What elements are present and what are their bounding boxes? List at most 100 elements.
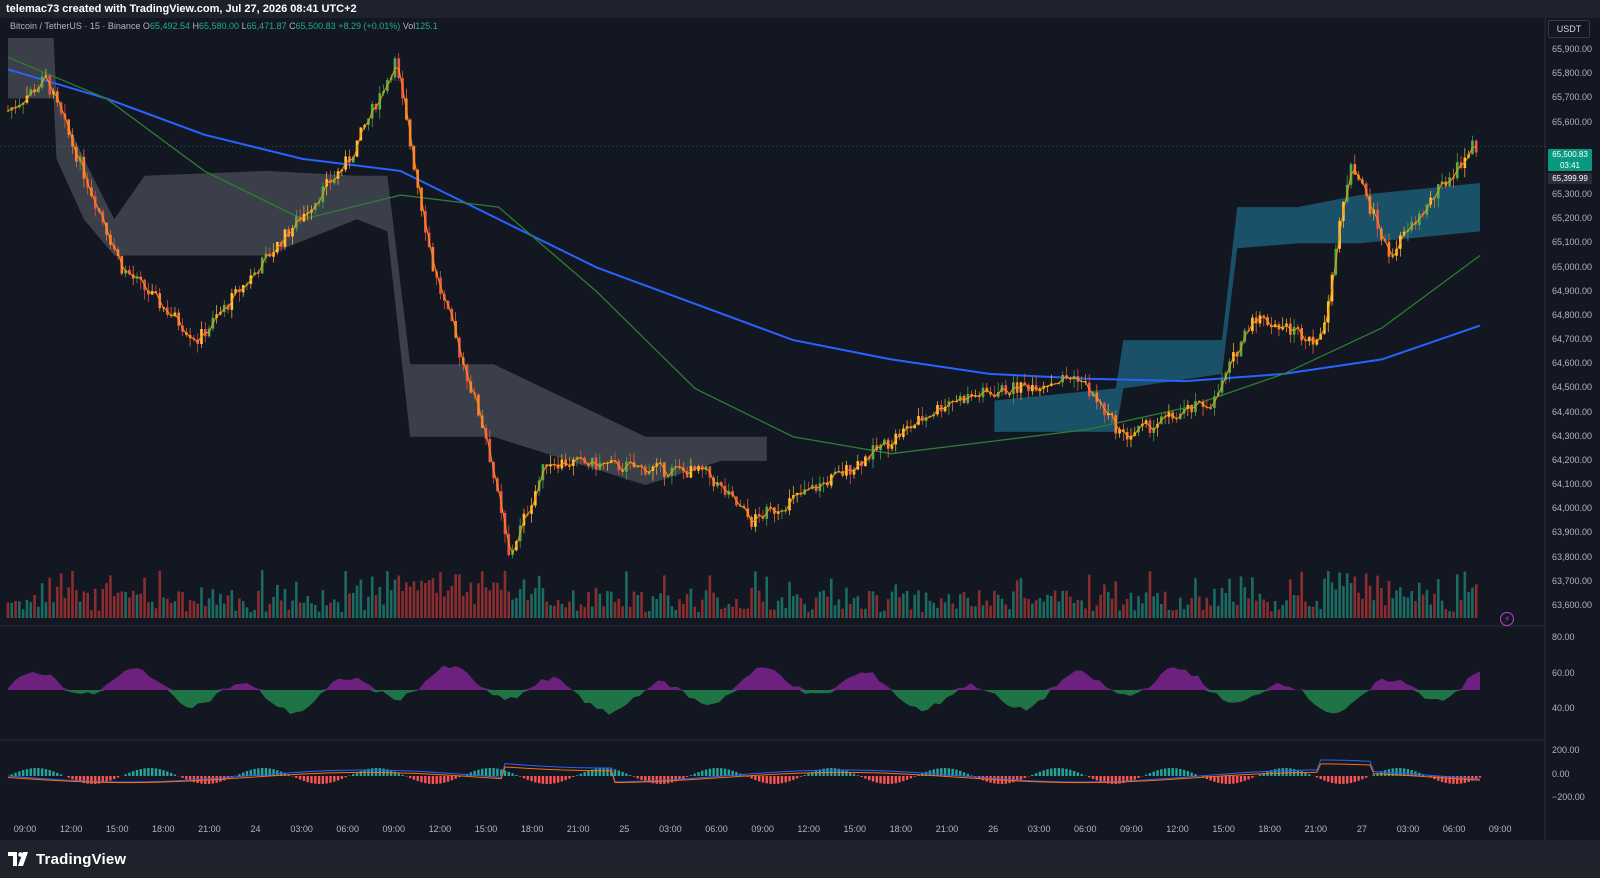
volume-bar xyxy=(1345,573,1349,618)
macd-histogram-bar xyxy=(1281,768,1284,776)
macd-histogram-bar xyxy=(701,770,704,776)
volume-bar xyxy=(1361,598,1364,618)
volume-bar xyxy=(875,595,879,618)
macd-histogram-bar xyxy=(1304,772,1307,776)
alert-icon[interactable]: ⚡ xyxy=(1500,612,1514,626)
volume-bar xyxy=(723,607,727,618)
macd-histogram-bar xyxy=(678,776,681,781)
price-axis-label: 65,300.00 xyxy=(1552,189,1593,200)
macd-histogram-bar xyxy=(408,776,412,779)
macd-histogram-bar xyxy=(1247,776,1250,780)
volume-bar xyxy=(1027,598,1030,618)
volume-bar xyxy=(1474,584,1478,618)
macd-histogram-bar xyxy=(636,776,639,779)
volume-bar xyxy=(74,590,78,618)
macd-histogram-bar xyxy=(549,776,552,784)
volume-bar xyxy=(1251,577,1254,618)
volume-bar xyxy=(712,592,715,618)
macd-histogram-bar xyxy=(632,776,636,777)
volume-bar xyxy=(974,606,977,618)
macd-histogram-bar xyxy=(1133,776,1136,780)
volume-bar xyxy=(264,611,268,618)
macd-histogram-bar xyxy=(1224,776,1228,784)
macd-histogram-bar xyxy=(181,776,184,778)
chart-area[interactable] xyxy=(0,18,1600,840)
chart-canvas[interactable] xyxy=(0,18,1600,840)
rsi-oversold-fill xyxy=(8,690,1480,715)
volume-bar xyxy=(1186,604,1190,618)
macd-histogram-bar xyxy=(21,770,25,776)
macd-histogram-bar xyxy=(67,776,70,778)
volume-bar xyxy=(602,606,605,618)
volume-bar xyxy=(867,590,871,618)
macd-histogram-bar xyxy=(1213,776,1216,782)
macd-histogram-bar xyxy=(1088,776,1091,778)
legend-low-label: L xyxy=(241,21,247,31)
macd-histogram-bar xyxy=(1095,776,1099,781)
macd-histogram-bar xyxy=(238,774,241,776)
volume-bar xyxy=(29,602,33,618)
volume-bar xyxy=(382,604,385,618)
macd-histogram-bar xyxy=(613,769,617,776)
macd-histogram-bar xyxy=(792,776,795,780)
volume-bar xyxy=(1201,609,1205,618)
volume-bar xyxy=(1440,600,1444,618)
macd-histogram-bar xyxy=(44,769,48,776)
macd-histogram-bar xyxy=(943,768,947,776)
macd-histogram-bar xyxy=(966,773,970,776)
macd-histogram-bar xyxy=(617,770,621,776)
macd-histogram-bar xyxy=(192,776,196,783)
macd-histogram-bar xyxy=(765,776,768,784)
volume-bar xyxy=(1307,606,1311,618)
macd-histogram-bar xyxy=(1235,776,1239,784)
volume-bar xyxy=(344,571,347,618)
legend-high-label: H xyxy=(192,21,200,31)
volume-bar xyxy=(640,592,643,618)
volume-bar xyxy=(765,576,769,618)
macd-histogram-bar xyxy=(135,769,139,776)
price-axis-label: 65,700.00 xyxy=(1552,92,1593,103)
volume-bar xyxy=(681,603,685,618)
macd-histogram-bar xyxy=(1273,769,1277,776)
macd-histogram-bar xyxy=(955,769,958,776)
volume-bar xyxy=(879,611,882,618)
volume-bar xyxy=(757,590,761,618)
volume-bar xyxy=(492,582,495,618)
volume-bar xyxy=(291,600,294,618)
macd-histogram-bar xyxy=(393,771,397,776)
legend-low-value: 65,471.87 xyxy=(246,21,287,31)
macd-histogram-bar xyxy=(1156,770,1159,776)
currency-selector[interactable]: USDT xyxy=(1548,20,1590,38)
time-axis-label: 15:00 xyxy=(474,824,498,834)
volume-bar xyxy=(393,579,397,618)
time-axis-label: 03:00 xyxy=(659,824,682,834)
volume-bar xyxy=(1247,598,1250,618)
volume-bar xyxy=(837,599,841,618)
volume-bar xyxy=(56,586,59,618)
macd-histogram-bar xyxy=(223,776,226,781)
volume-bar xyxy=(833,605,837,618)
time-axis-label: 25 xyxy=(619,824,630,834)
time-axis-label: 15:00 xyxy=(1212,824,1235,834)
macd-histogram-bar xyxy=(443,776,446,783)
volume-bar xyxy=(1433,593,1436,618)
macd-histogram-bar xyxy=(769,776,772,784)
volume-bar xyxy=(1012,591,1015,618)
volume-bar xyxy=(939,598,943,618)
macd-histogram-bar xyxy=(162,770,165,776)
volume-bar xyxy=(1156,592,1159,618)
macd-histogram-bar xyxy=(1076,772,1080,776)
macd-histogram-bar xyxy=(1209,776,1212,781)
volume-bar xyxy=(367,596,370,618)
volume-bar xyxy=(386,571,389,618)
macd-histogram-bar xyxy=(1125,776,1129,783)
macd-histogram-bar xyxy=(932,769,935,776)
macd-histogram-bar xyxy=(1182,769,1186,776)
volume-bar xyxy=(1015,580,1019,618)
macd-histogram-bar xyxy=(1118,776,1121,784)
volume-bar xyxy=(1376,575,1379,618)
macd-axis-label: −200.00 xyxy=(1552,792,1585,802)
volume-bar xyxy=(943,602,947,618)
volume-bar xyxy=(276,584,279,618)
macd-histogram-bar xyxy=(317,776,321,784)
